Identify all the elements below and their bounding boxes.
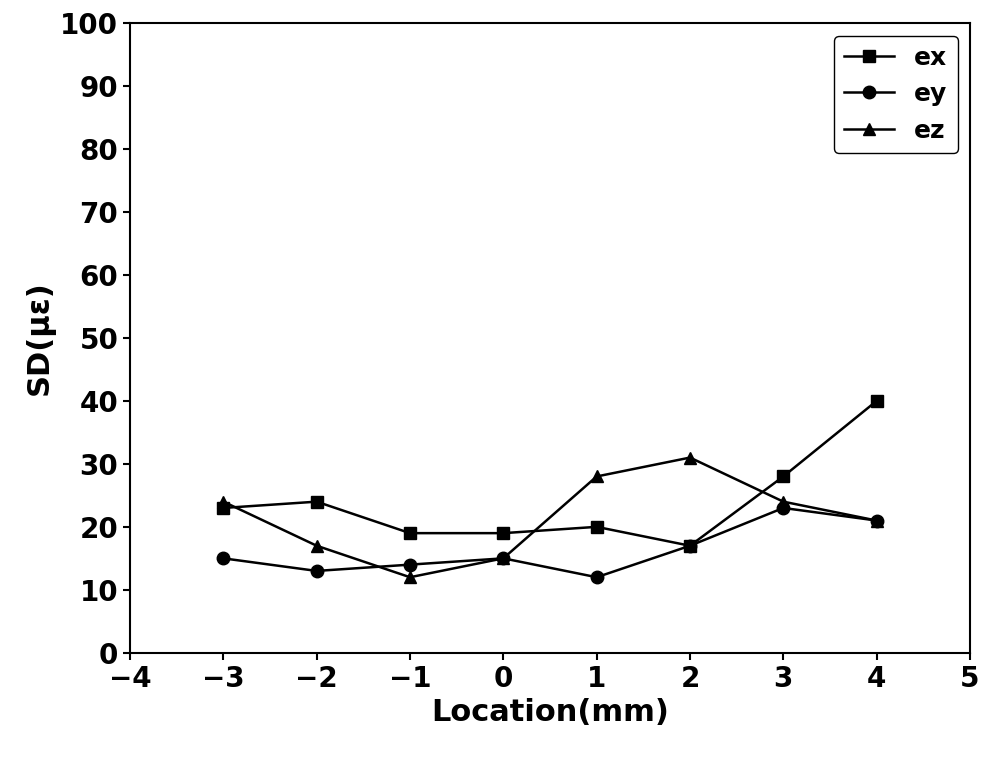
ex — [871, 396, 883, 406]
ey — [311, 566, 323, 575]
ey — [404, 560, 416, 569]
ex — [684, 541, 696, 551]
ez — [404, 573, 416, 582]
ey — [217, 554, 229, 563]
ez — [591, 472, 603, 481]
ex — [777, 472, 789, 481]
Y-axis label: SD(με): SD(με) — [25, 280, 55, 396]
ez — [311, 541, 323, 551]
Line: ey: ey — [217, 502, 883, 584]
ex — [311, 497, 323, 506]
ey — [777, 503, 789, 512]
Line: ez: ez — [217, 452, 883, 584]
ey — [497, 554, 509, 563]
ex — [217, 503, 229, 512]
ez — [497, 554, 509, 563]
ey — [591, 573, 603, 582]
Line: ex: ex — [217, 395, 883, 552]
ez — [684, 453, 696, 462]
ex — [404, 528, 416, 538]
ey — [684, 541, 696, 551]
Legend: ex, ey, ez: ex, ey, ez — [834, 35, 958, 153]
ex — [497, 528, 509, 538]
ez — [871, 516, 883, 525]
ex — [591, 522, 603, 531]
ez — [217, 497, 229, 506]
X-axis label: Location(mm): Location(mm) — [431, 698, 669, 727]
ez — [777, 497, 789, 506]
ey — [871, 516, 883, 525]
